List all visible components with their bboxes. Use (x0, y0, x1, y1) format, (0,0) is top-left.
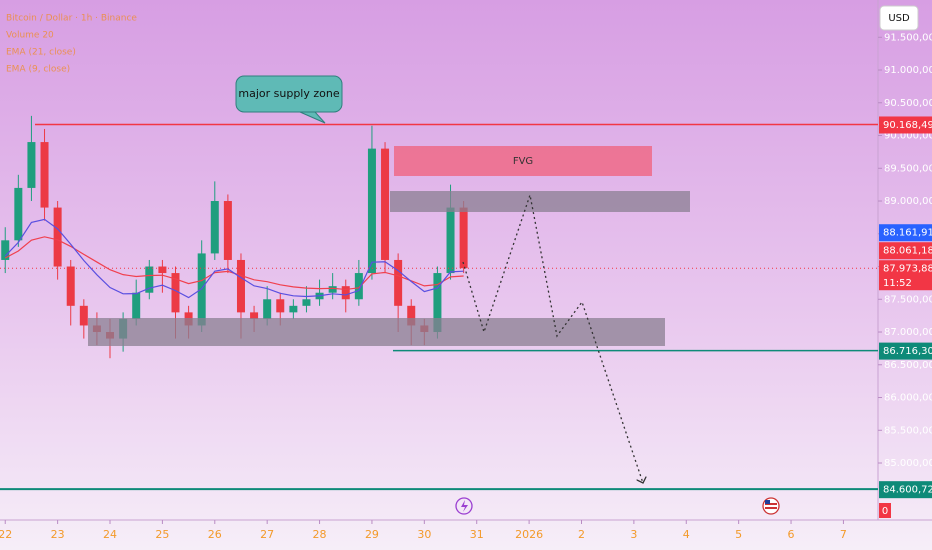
flag-stripe (765, 507, 777, 509)
legend-title: Bitcoin / Dollar · 1h · Binance (6, 14, 137, 24)
x-tick-label: 2 (578, 528, 585, 541)
candle-body (132, 292, 141, 319)
legend-entry: EMA (9, close) (6, 65, 70, 75)
price-tag-label: 88.161,91 (883, 228, 932, 239)
candle-body (53, 207, 62, 267)
x-tick-label: 5 (735, 528, 742, 541)
candle-body (263, 299, 272, 319)
candle-body (171, 273, 180, 313)
candle-body (367, 148, 376, 274)
price-tag-label: 84.600,72 (883, 485, 932, 496)
candle-body (328, 286, 337, 293)
x-tick-label: 29 (365, 528, 379, 541)
candle-body (236, 259, 245, 313)
y-tick-label: 89.500,00 (884, 163, 932, 174)
candle-body (14, 187, 23, 241)
x-tick-label: 22 (0, 528, 12, 541)
candle-body (459, 207, 468, 269)
price-tag (879, 342, 932, 360)
price-tag-label: 90.168,49 (883, 120, 932, 131)
x-tick-label: 28 (313, 528, 327, 541)
legend-entry: EMA (21, close) (6, 48, 76, 58)
x-tick-label: 7 (840, 528, 847, 541)
y-tick-label: 91.000,00 (884, 65, 932, 76)
price-tag-label: 87.973,88 (883, 264, 932, 275)
candle-body (302, 299, 311, 306)
x-tick-label: 23 (51, 528, 65, 541)
fvg-zone (394, 146, 652, 176)
candle-body (341, 286, 350, 300)
flag-stripe (765, 503, 777, 505)
x-tick-label: 31 (470, 528, 484, 541)
callout (235, 75, 343, 113)
x-tick-label: 24 (103, 528, 117, 541)
volume-tag (879, 503, 891, 518)
candle-body (1, 240, 10, 260)
price-tag (879, 116, 932, 134)
price-tag (879, 260, 932, 291)
currency-button[interactable] (879, 5, 919, 31)
currency-label[interactable]: USD (888, 13, 910, 24)
fvg-label: FVG (513, 156, 533, 167)
x-tick-label: 6 (788, 528, 795, 541)
legend-volume: Volume 20 (6, 31, 54, 41)
x-tick-label: 25 (155, 528, 169, 541)
candle-body (27, 142, 36, 188)
y-tick-label: 91.500,00 (884, 32, 932, 43)
price-tag-label: 86.716,30 (883, 346, 932, 357)
volume-tag-label: 0 (882, 506, 888, 517)
price-tag (879, 224, 932, 242)
callout-label: major supply zone (238, 87, 339, 100)
y-tick-label: 89.000,00 (884, 196, 932, 207)
price-tag (879, 481, 932, 499)
drawings: FVG major supply zone (88, 75, 690, 483)
y-tick-label: 90.000,00 (884, 131, 932, 142)
y-tick-label: 86.000,00 (884, 393, 932, 404)
candle-body (66, 266, 75, 306)
y-tick-label: 86.500,00 (884, 360, 932, 371)
candle-body (40, 142, 49, 208)
price-tag-label: 88.061,18 (883, 246, 932, 257)
candle-body (223, 201, 232, 260)
y-tick-label: 85.500,00 (884, 425, 932, 436)
countdown-label: 11:52 (883, 278, 912, 289)
demand-zone (88, 318, 665, 346)
candle-body (250, 312, 259, 319)
candle-body (276, 299, 285, 313)
candle-body (158, 266, 167, 274)
candle-body (79, 305, 88, 326)
y-tick-label: 87.500,00 (884, 294, 932, 305)
x-tick-label: 27 (260, 528, 274, 541)
candle-body (446, 207, 455, 274)
candle-body (394, 259, 403, 306)
y-tick-label: 87.000,00 (884, 327, 932, 338)
x-tick-label: 4 (683, 528, 690, 541)
x-tick-label: 30 (417, 528, 431, 541)
projection-path (462, 192, 643, 483)
price-tag (879, 242, 932, 260)
candle-body (145, 266, 154, 293)
event-icon-bolt (461, 500, 468, 512)
x-tick-label: 2026 (515, 528, 543, 541)
candle-body (433, 273, 442, 333)
flag-canton (765, 500, 770, 504)
y-tick-label: 85.000,00 (884, 458, 932, 469)
candle-body (407, 305, 416, 326)
candle-body (289, 305, 298, 313)
y-tick-label: 90.500,00 (884, 98, 932, 109)
resistance-zone (390, 191, 690, 212)
ema-line (4, 218, 464, 299)
x-tick-label: 26 (208, 528, 222, 541)
candle-body (381, 148, 390, 260)
x-tick-label: 3 (630, 528, 637, 541)
candle-body (354, 273, 363, 300)
candle-body (210, 201, 219, 254)
